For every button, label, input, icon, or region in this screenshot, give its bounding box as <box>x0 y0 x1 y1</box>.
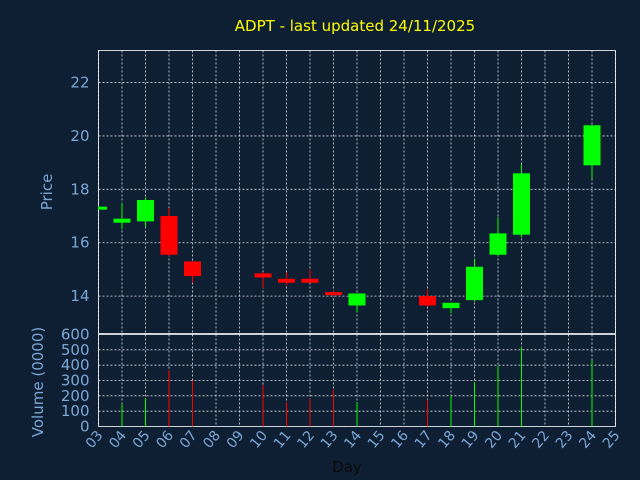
candle <box>348 293 366 313</box>
candle-body <box>301 278 319 283</box>
candle <box>325 290 342 297</box>
x-tick-label: 08 <box>200 428 224 452</box>
x-tick-label: 18 <box>435 428 459 452</box>
volume-y-tick-label: 500 <box>61 341 90 359</box>
candle <box>301 269 319 283</box>
x-tick-label: 16 <box>388 428 412 452</box>
candle <box>254 272 272 289</box>
candle <box>278 272 295 286</box>
x-tick-label: 22 <box>529 428 553 452</box>
price-y-tick-label: 20 <box>70 127 89 145</box>
price-y-tick-label: 22 <box>70 74 89 92</box>
candle <box>489 217 507 257</box>
candle-body <box>98 206 107 210</box>
volume-axis-label: Volume (0000) <box>29 327 47 437</box>
price-grid <box>98 50 616 334</box>
candle-body <box>442 302 460 309</box>
candle-body <box>137 200 154 222</box>
price-y-tick-label: 18 <box>70 180 89 198</box>
price-y-tick-label: 16 <box>70 234 89 252</box>
x-axis-label: Day <box>332 458 362 476</box>
volume-y-tick-label: 400 <box>61 356 90 374</box>
x-tick-label: 06 <box>153 428 177 452</box>
price-y-ticks: 14 16 18 20 22 <box>70 74 89 306</box>
candle-body <box>583 125 601 166</box>
x-tick-label: 10 <box>247 428 271 452</box>
x-tick-label: 07 <box>177 428 201 452</box>
candle <box>113 202 131 230</box>
volume-y-tick-label: 300 <box>61 372 90 390</box>
x-tick-label: 09 <box>224 428 248 452</box>
x-tick-label: 21 <box>506 428 530 452</box>
candle-body <box>466 266 483 301</box>
candle <box>419 289 436 307</box>
candle-body <box>325 292 342 296</box>
price-panel-frame <box>98 50 616 334</box>
price-y-tick-label: 14 <box>70 287 89 305</box>
candle-body <box>513 173 530 235</box>
candle-body <box>160 216 178 255</box>
volume-y-tick-label: 0 <box>80 418 90 436</box>
candle-body <box>489 233 507 255</box>
candle <box>442 302 460 314</box>
candle <box>184 261 201 283</box>
x-tick-label: 11 <box>271 428 295 452</box>
x-tick-labels: 03 04 05 06 07 08 09 10 11 12 13 14 15 16 17 18 19 20 21 22… <box>83 428 624 452</box>
candle-body <box>254 273 272 278</box>
candle <box>137 197 154 227</box>
x-tick-label: 13 <box>318 428 342 452</box>
candle <box>98 206 107 210</box>
x-tick-label: 23 <box>553 428 577 452</box>
x-tick-label: 24 <box>576 428 600 452</box>
candle-body <box>419 296 436 306</box>
x-tick-label: 12 <box>294 428 318 452</box>
candle-body <box>348 293 366 306</box>
candle-body <box>113 218 131 223</box>
candle-body <box>184 261 201 277</box>
volume-y-tick-label: 100 <box>61 402 90 420</box>
x-tick-label: 17 <box>412 428 436 452</box>
volume-y-tick-label: 200 <box>61 387 90 405</box>
candles <box>98 125 601 314</box>
x-tick-label: 19 <box>459 428 483 452</box>
candle <box>466 258 483 302</box>
x-tick-label: 25 <box>600 428 624 452</box>
candle <box>513 163 530 238</box>
x-tick-label: 15 <box>365 428 389 452</box>
x-tick-label: 20 <box>482 428 506 452</box>
x-tick-label: 14 <box>341 428 365 452</box>
chart-title: ADPT - last updated 24/11/2025 <box>235 17 475 35</box>
candle-body <box>278 278 295 283</box>
volume-y-tick-label: 600 <box>61 326 90 344</box>
candle <box>160 208 178 257</box>
price-axis-label: Price <box>38 174 56 211</box>
x-tick-label: 04 <box>106 428 130 452</box>
volume-bars <box>121 346 593 427</box>
candle <box>583 125 601 179</box>
x-tick-label: 05 <box>130 428 154 452</box>
